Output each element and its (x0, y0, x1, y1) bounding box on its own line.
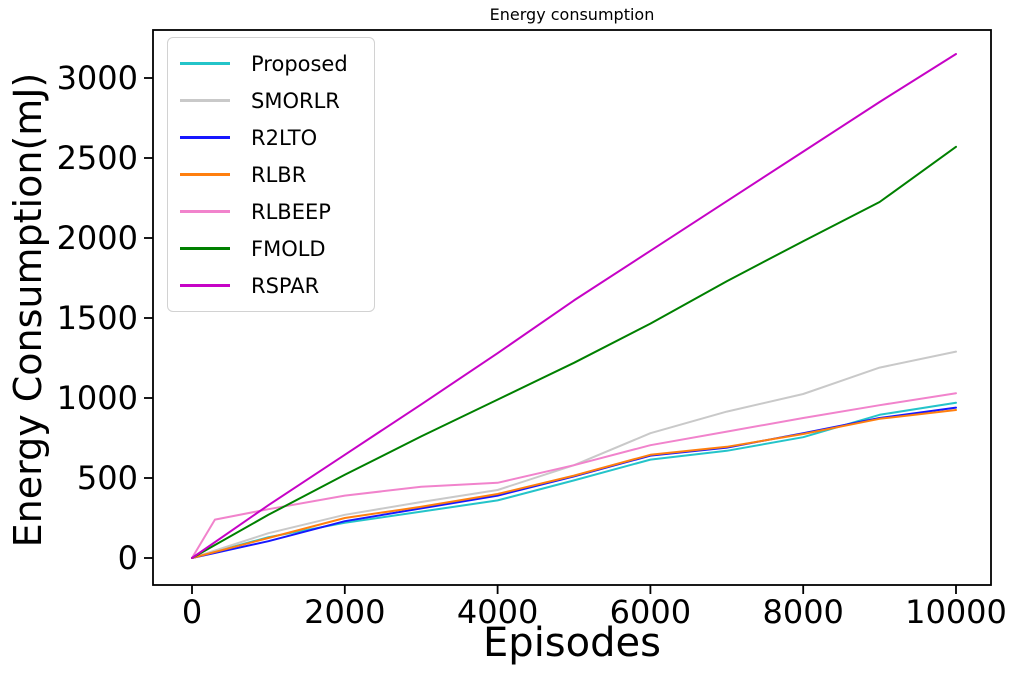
legend-item-rlbeep: RLBEEP (180, 193, 362, 230)
x-tick-label: 0 (182, 593, 202, 631)
y-tick-label: 0 (118, 539, 138, 577)
legend-label: Proposed (251, 51, 348, 76)
y-tick-label: 1500 (57, 299, 138, 337)
x-tick-label: 2000 (304, 593, 385, 631)
y-tick-label: 3000 (57, 59, 138, 97)
legend-item-r2lto: R2LTO (180, 119, 362, 156)
series-line-r2lto (191, 406, 957, 559)
series-line-rlbr (191, 409, 957, 559)
y-tick-label: 2500 (57, 139, 138, 177)
legend-item-rlbr: RLBR (180, 156, 362, 193)
plot-frame (152, 29, 992, 586)
series-line-rspar (191, 53, 957, 559)
x-tick-label: 8000 (762, 593, 843, 631)
legend-swatch-rlbr (180, 173, 230, 176)
legend: Proposed SMORLR R2LTO RLBR RLBEEP FMOLD RSPAR (167, 37, 375, 312)
y-tick-label: 1000 (57, 379, 138, 417)
legend-item-rspar: RSPAR (180, 267, 362, 304)
y-tick-label: 500 (77, 459, 138, 497)
legend-item-proposed: Proposed (180, 45, 362, 82)
x-tick-label: 10000 (905, 593, 1007, 631)
x-tick-label: 6000 (610, 593, 691, 631)
legend-swatch-rlbeep (180, 210, 230, 213)
x-tick-label: 4000 (457, 593, 538, 631)
legend-label: RLBEEP (251, 199, 331, 224)
legend-swatch-fmold (180, 247, 230, 250)
series-line-fmold (191, 145, 957, 559)
chart-title: Energy consumption (489, 5, 655, 24)
legend-label: SMORLR (251, 88, 340, 113)
legend-label: FMOLD (251, 236, 326, 261)
legend-item-smorlr: SMORLR (180, 82, 362, 119)
legend-label: RSPAR (251, 273, 320, 298)
legend-swatch-r2lto (180, 136, 230, 139)
x-axis-label: Episodes (483, 620, 661, 666)
legend-swatch-rspar (180, 284, 230, 287)
legend-item-fmold: FMOLD (180, 230, 362, 267)
y-tick-label: 2000 (57, 219, 138, 257)
legend-swatch-smorlr (180, 99, 230, 102)
y-axis-label: Energy Consumption(mJ) (6, 72, 50, 548)
legend-swatch-proposed (180, 62, 230, 65)
legend-label: RLBR (251, 162, 307, 187)
legend-label: R2LTO (251, 125, 318, 150)
